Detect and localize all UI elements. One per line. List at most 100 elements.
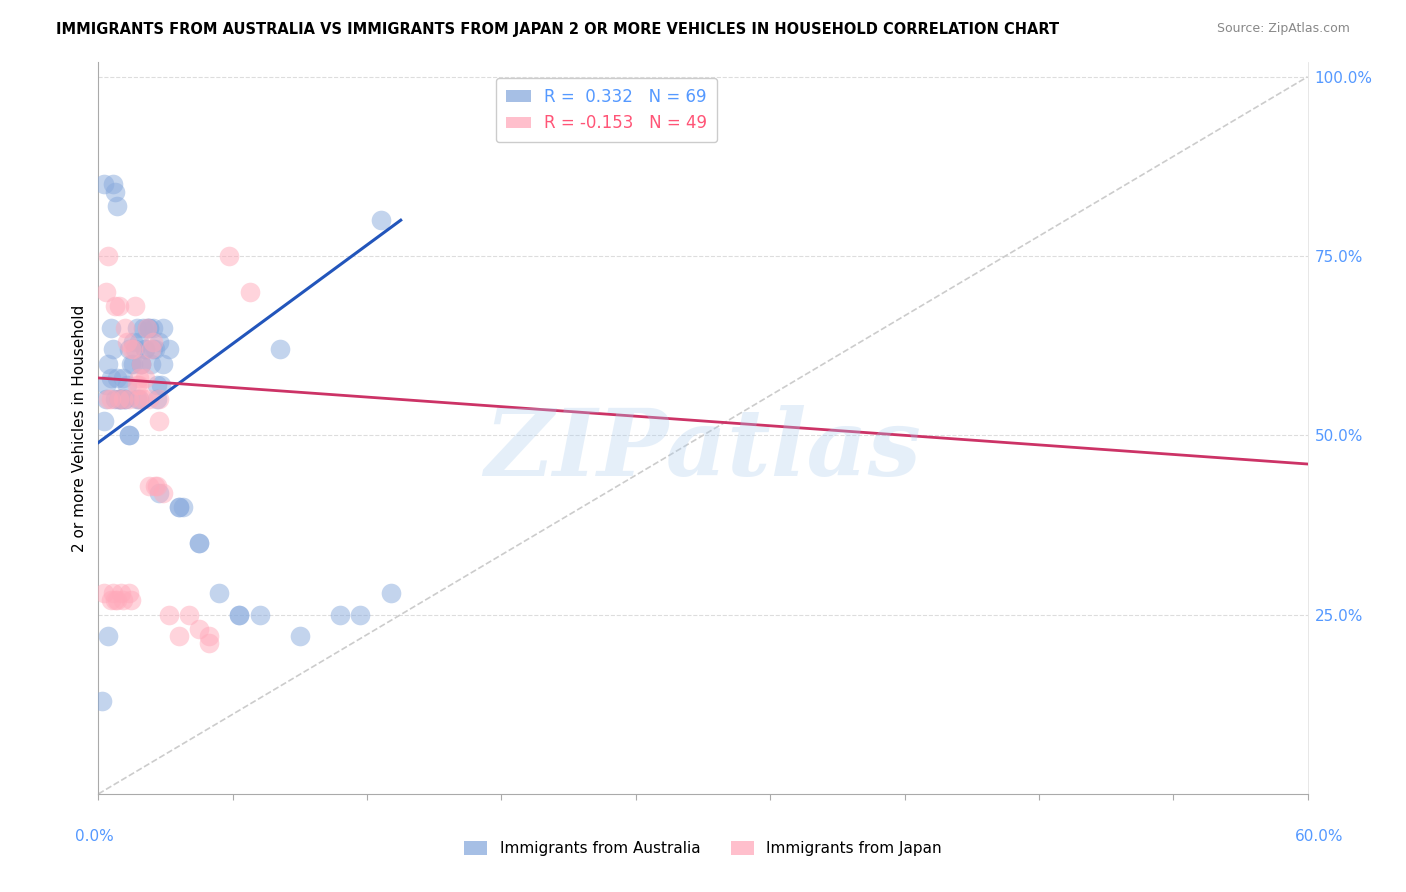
- Point: [249, 607, 271, 622]
- Legend: R =  0.332   N = 69, R = -0.153   N = 49: R = 0.332 N = 69, R = -0.153 N = 49: [495, 78, 717, 143]
- Point: [114, 392, 136, 407]
- Point: [97, 629, 120, 643]
- Point: [114, 320, 136, 334]
- Point: [121, 357, 143, 371]
- Point: [107, 392, 129, 407]
- Point: [93, 414, 115, 428]
- Point: [179, 607, 201, 622]
- Point: [188, 536, 211, 550]
- Point: [96, 285, 118, 299]
- Point: [97, 392, 120, 407]
- Point: [148, 335, 170, 350]
- Point: [139, 343, 162, 357]
- Point: [152, 320, 174, 334]
- Point: [692, 91, 714, 105]
- Point: [167, 500, 190, 514]
- Text: ZIPatlas: ZIPatlas: [485, 405, 921, 495]
- Point: [125, 392, 148, 407]
- Point: [91, 693, 114, 707]
- Point: [134, 343, 156, 357]
- Point: [100, 371, 122, 385]
- Point: [110, 392, 132, 407]
- Point: [124, 343, 146, 357]
- Point: [142, 335, 165, 350]
- Point: [118, 428, 141, 442]
- Point: [129, 357, 152, 371]
- Point: [138, 478, 160, 492]
- Point: [121, 343, 143, 357]
- Point: [142, 343, 165, 357]
- Point: [118, 392, 141, 407]
- Point: [134, 371, 156, 385]
- Point: [120, 593, 142, 607]
- Point: [114, 392, 136, 407]
- Point: [93, 586, 115, 600]
- Point: [135, 320, 157, 334]
- Point: [101, 178, 124, 192]
- Point: [105, 199, 128, 213]
- Point: [172, 500, 194, 514]
- Legend: Immigrants from Australia, Immigrants from Japan: Immigrants from Australia, Immigrants fr…: [458, 835, 948, 862]
- Point: [107, 299, 129, 313]
- Y-axis label: 2 or more Vehicles in Household: 2 or more Vehicles in Household: [72, 304, 87, 552]
- Point: [370, 213, 392, 227]
- Point: [100, 320, 122, 334]
- Point: [148, 392, 170, 407]
- Point: [142, 320, 165, 334]
- Point: [128, 378, 150, 392]
- Point: [143, 343, 166, 357]
- Point: [110, 586, 132, 600]
- Point: [128, 392, 150, 407]
- Point: [107, 392, 129, 407]
- Point: [198, 636, 221, 650]
- Point: [239, 285, 262, 299]
- Point: [115, 335, 138, 350]
- Point: [138, 320, 160, 334]
- Point: [120, 357, 142, 371]
- Point: [97, 249, 120, 263]
- Point: [380, 586, 402, 600]
- Point: [124, 299, 146, 313]
- Point: [148, 414, 170, 428]
- Point: [125, 320, 148, 334]
- Point: [100, 392, 122, 407]
- Point: [167, 629, 190, 643]
- Text: 60.0%: 60.0%: [1295, 830, 1343, 844]
- Point: [111, 593, 134, 607]
- Point: [128, 335, 150, 350]
- Point: [146, 392, 169, 407]
- Point: [129, 357, 152, 371]
- Point: [101, 343, 124, 357]
- Point: [228, 607, 250, 622]
- Point: [198, 629, 221, 643]
- Point: [157, 607, 180, 622]
- Point: [228, 607, 250, 622]
- Point: [110, 392, 132, 407]
- Point: [188, 536, 211, 550]
- Point: [128, 371, 150, 385]
- Text: IMMIGRANTS FROM AUSTRALIA VS IMMIGRANTS FROM JAPAN 2 OR MORE VEHICLES IN HOUSEHO: IMMIGRANTS FROM AUSTRALIA VS IMMIGRANTS …: [56, 22, 1059, 37]
- Point: [103, 593, 125, 607]
- Text: 0.0%: 0.0%: [75, 830, 114, 844]
- Point: [132, 392, 155, 407]
- Point: [96, 378, 118, 392]
- Point: [208, 586, 231, 600]
- Point: [152, 357, 174, 371]
- Point: [269, 343, 291, 357]
- Point: [105, 593, 128, 607]
- Point: [111, 392, 134, 407]
- Point: [115, 378, 138, 392]
- Point: [129, 357, 152, 371]
- Point: [157, 343, 180, 357]
- Point: [139, 357, 162, 371]
- Point: [128, 392, 150, 407]
- Point: [97, 357, 120, 371]
- Point: [135, 320, 157, 334]
- Point: [138, 392, 160, 407]
- Point: [138, 320, 160, 334]
- Point: [101, 586, 124, 600]
- Point: [103, 392, 125, 407]
- Point: [120, 343, 142, 357]
- Point: [349, 607, 371, 622]
- Point: [167, 500, 190, 514]
